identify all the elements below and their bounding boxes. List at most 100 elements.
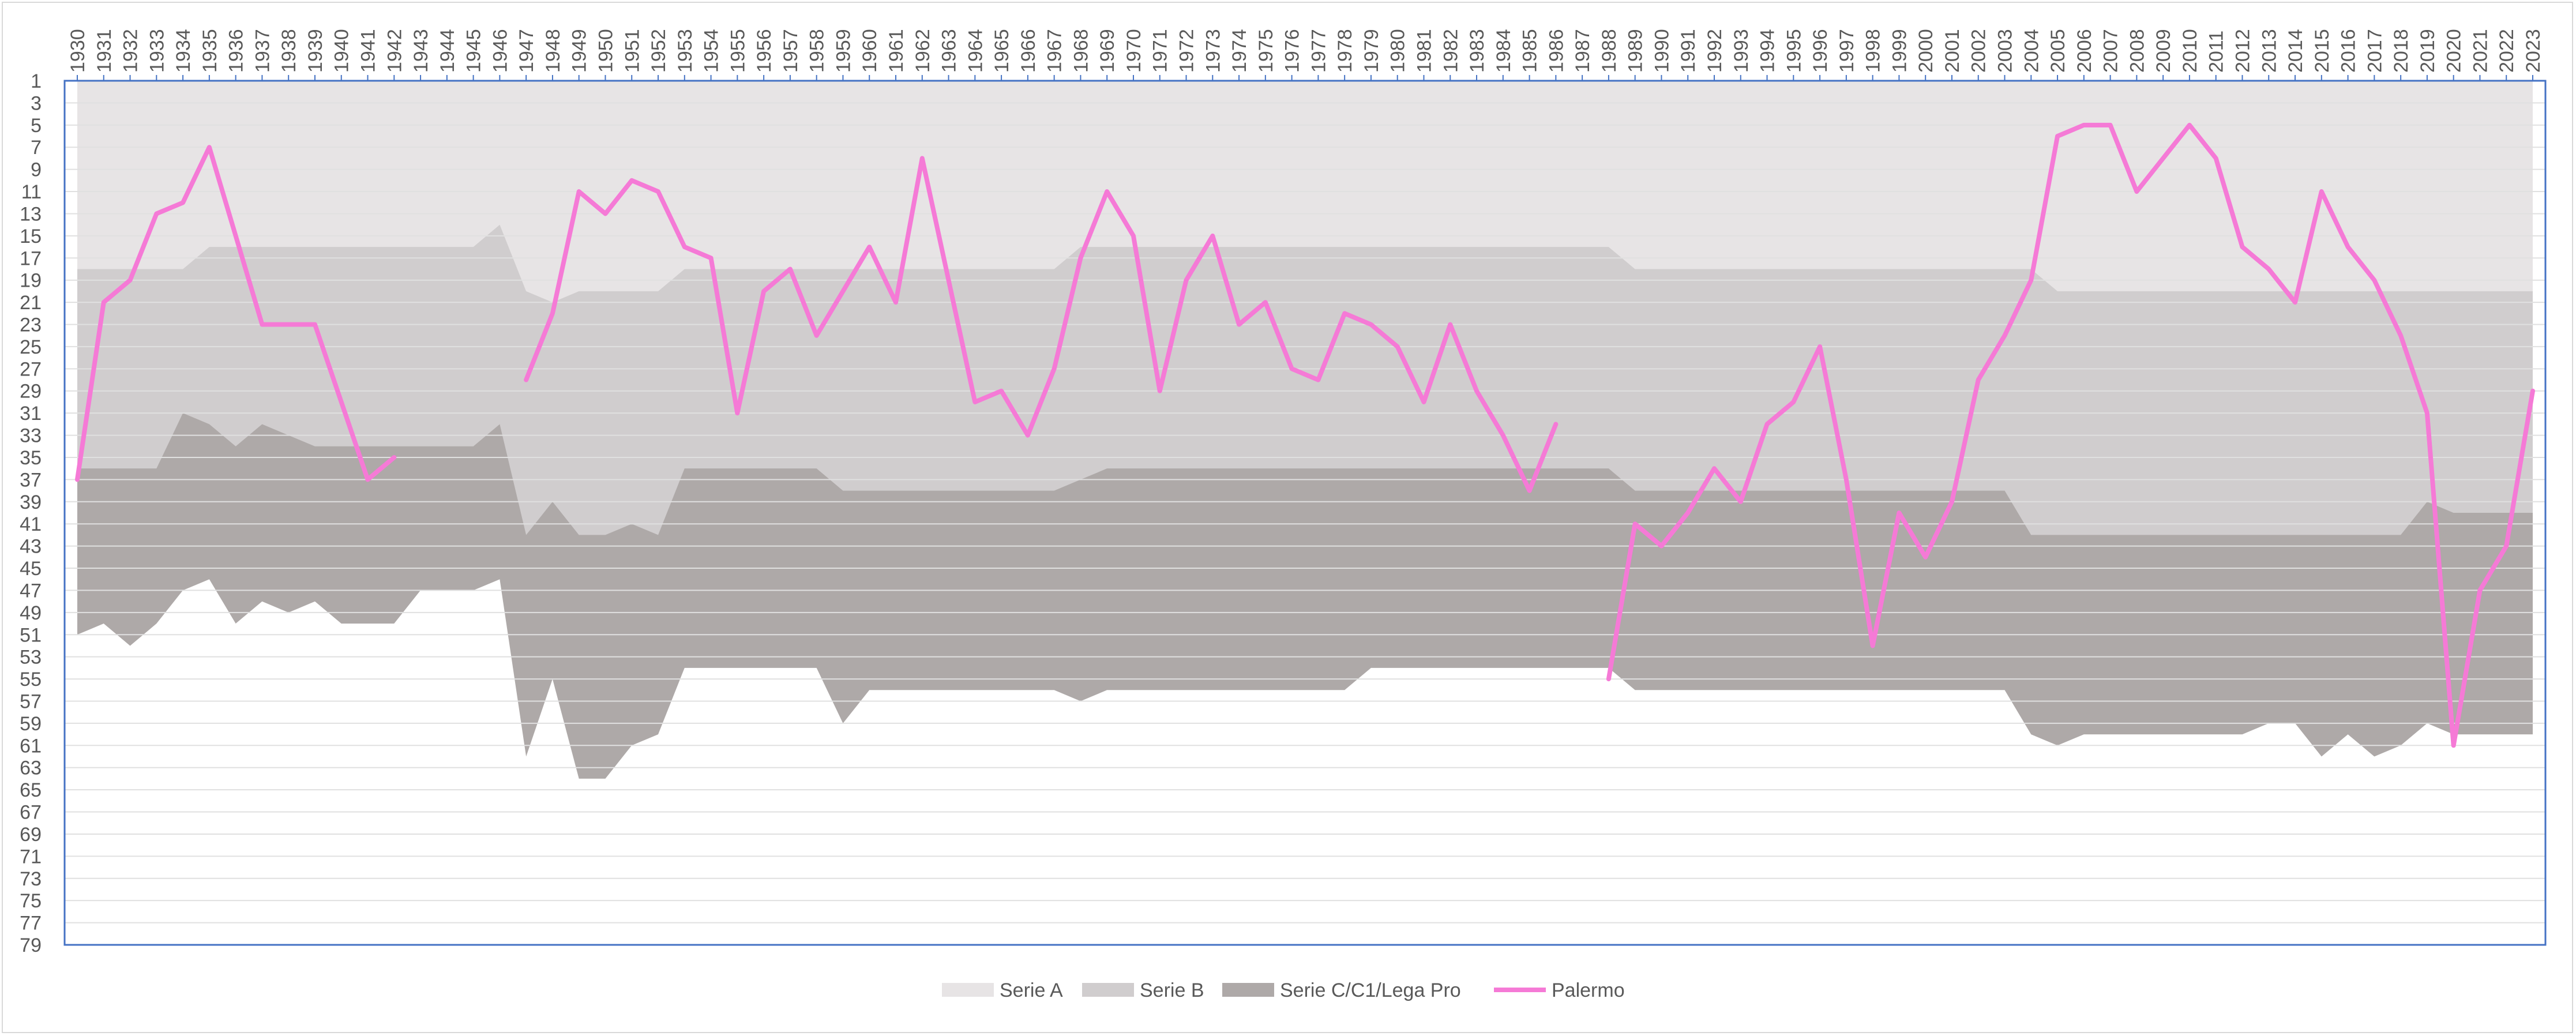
x-tick-label: 1955 <box>727 29 749 73</box>
x-tick-label: 1934 <box>172 29 194 73</box>
y-tick-label: 53 <box>20 647 42 669</box>
y-tick-label: 45 <box>20 558 42 580</box>
y-tick-label: 39 <box>20 491 42 513</box>
y-tick-label: 69 <box>20 824 42 846</box>
x-tick-label: 1930 <box>67 29 89 73</box>
y-tick-label: 63 <box>20 757 42 779</box>
y-tick-label: 73 <box>20 868 42 890</box>
y-tick-label: 43 <box>20 536 42 558</box>
legend-label-serie-b: Serie B <box>1140 979 1204 1001</box>
y-tick-label: 13 <box>20 203 42 225</box>
x-tick-label: 1939 <box>305 29 326 73</box>
x-tick-label: 1949 <box>569 29 591 73</box>
x-tick-label: 1989 <box>1625 29 1647 73</box>
x-tick-label: 2011 <box>2206 31 2228 73</box>
x-tick-label: 1984 <box>1493 29 1515 73</box>
x-tick-label: 1986 <box>1545 29 1567 73</box>
x-tick-label: 1967 <box>1044 29 1066 73</box>
x-tick-label: 1977 <box>1308 29 1330 73</box>
x-tick-label: 1987 <box>1572 29 1594 73</box>
x-tick-label: 1940 <box>331 29 353 73</box>
x-tick-label: 1982 <box>1440 29 1462 73</box>
x-tick-label: 2020 <box>2443 29 2465 73</box>
y-tick-label: 37 <box>20 469 42 491</box>
x-tick-label: 1956 <box>753 29 775 73</box>
x-tick-label: 2004 <box>2021 29 2042 73</box>
legend: Serie A Serie B Serie C/C1/Lega Pro Palermo <box>942 979 1625 1001</box>
y-tick-label: 51 <box>20 624 42 646</box>
x-tick-label: 1946 <box>489 29 511 73</box>
x-tick-label: 1981 <box>1413 29 1435 73</box>
y-tick-label: 77 <box>20 913 42 934</box>
y-tick-label: 5 <box>31 115 42 137</box>
x-tick-label: 1963 <box>938 29 960 73</box>
x-tick-label: 1954 <box>701 29 723 73</box>
y-tick-label: 41 <box>20 513 42 535</box>
x-tick-label: 1943 <box>410 29 432 73</box>
y-tick-label: 79 <box>20 934 42 956</box>
y-tick-label: 75 <box>20 890 42 912</box>
x-tick-label: 1970 <box>1123 29 1145 73</box>
y-tick-label: 27 <box>20 358 42 380</box>
x-tick-label: 1998 <box>1862 29 1884 73</box>
x-tick-label: 1942 <box>384 29 405 73</box>
y-tick-label: 59 <box>20 713 42 735</box>
x-tick-label: 1972 <box>1176 29 1198 73</box>
plot-border <box>63 80 2547 946</box>
x-tick-label: 1945 <box>463 29 485 73</box>
y-tick-label: 31 <box>20 403 42 425</box>
x-tick-label: 1973 <box>1202 29 1224 73</box>
x-tick-label: 1980 <box>1387 29 1409 73</box>
x-tick-label: 1997 <box>1836 29 1858 73</box>
x-tick-label: 2012 <box>2232 29 2254 73</box>
x-tick-label: 2000 <box>1915 29 1937 73</box>
legend-label-serie-a: Serie A <box>1000 979 1063 1001</box>
y-tick-label: 17 <box>20 247 42 269</box>
x-tick-label: 2021 <box>2469 29 2491 73</box>
legend-label-palermo: Palermo <box>1552 979 1625 1001</box>
legend-label-serie-c-c1-lega-pro: Serie C/C1/Lega Pro <box>1280 979 1461 1001</box>
line-palermo <box>75 122 2535 748</box>
x-tick-label: 1991 <box>1677 29 1699 73</box>
x-tick-label: 1985 <box>1519 29 1541 73</box>
x-tick-label: 1962 <box>912 29 934 73</box>
x-tick-label: 2008 <box>2126 29 2148 73</box>
y-tick-label: 3 <box>31 92 42 114</box>
x-tick-label: 2018 <box>2390 29 2412 73</box>
x-tick-label: 2013 <box>2258 29 2280 73</box>
x-tick-label: 2007 <box>2100 29 2122 73</box>
x-tick-label: 2022 <box>2496 29 2518 73</box>
x-tick-label: 1947 <box>516 29 538 73</box>
x-tick-label: 1958 <box>806 29 828 73</box>
y-tick-label: 19 <box>20 270 42 292</box>
y-tick-label: 35 <box>20 447 42 469</box>
x-tick-label: 1957 <box>780 29 802 73</box>
x-tick-label: 1933 <box>146 29 168 73</box>
x-tick-label: 1996 <box>1809 29 1831 73</box>
y-tick-label: 9 <box>31 159 42 181</box>
x-tick-label: 1995 <box>1783 29 1805 73</box>
y-tick-label: 33 <box>20 425 42 447</box>
x-tick-label: 1968 <box>1070 29 1092 73</box>
y-tick-label: 55 <box>20 669 42 690</box>
x-tick-label: 1941 <box>358 29 380 73</box>
y-tick-label: 65 <box>20 779 42 801</box>
x-tick-label: 1937 <box>251 29 273 73</box>
x-tick-label: 1961 <box>885 29 907 73</box>
x-tick-label: 1979 <box>1361 29 1383 73</box>
line-series <box>75 122 2535 748</box>
y-tick-label: 11 <box>21 181 42 203</box>
x-tick-label: 1960 <box>859 29 881 73</box>
x-tick-labels: 1930 1931 1932 1933 1934 1935 1936 1937 1938 1939… <box>67 29 2544 73</box>
y-tick-labels: 1357911131517192123252729313335373941434… <box>20 70 42 956</box>
legend-swatch-serie-c-c1-lega-pro <box>1222 983 1274 997</box>
x-tick-label: 1999 <box>1888 29 1910 73</box>
x-tick-label: 2005 <box>2047 29 2069 73</box>
x-tick-label: 1950 <box>595 29 617 73</box>
x-tick-label: 2017 <box>2364 29 2386 73</box>
x-tick-label: 1971 <box>1150 29 1171 73</box>
x-tick-label: 1944 <box>437 29 459 73</box>
x-tick-label: 2009 <box>2153 29 2175 73</box>
x-tick-label: 1969 <box>1097 29 1118 73</box>
y-tick-label: 61 <box>20 735 42 757</box>
